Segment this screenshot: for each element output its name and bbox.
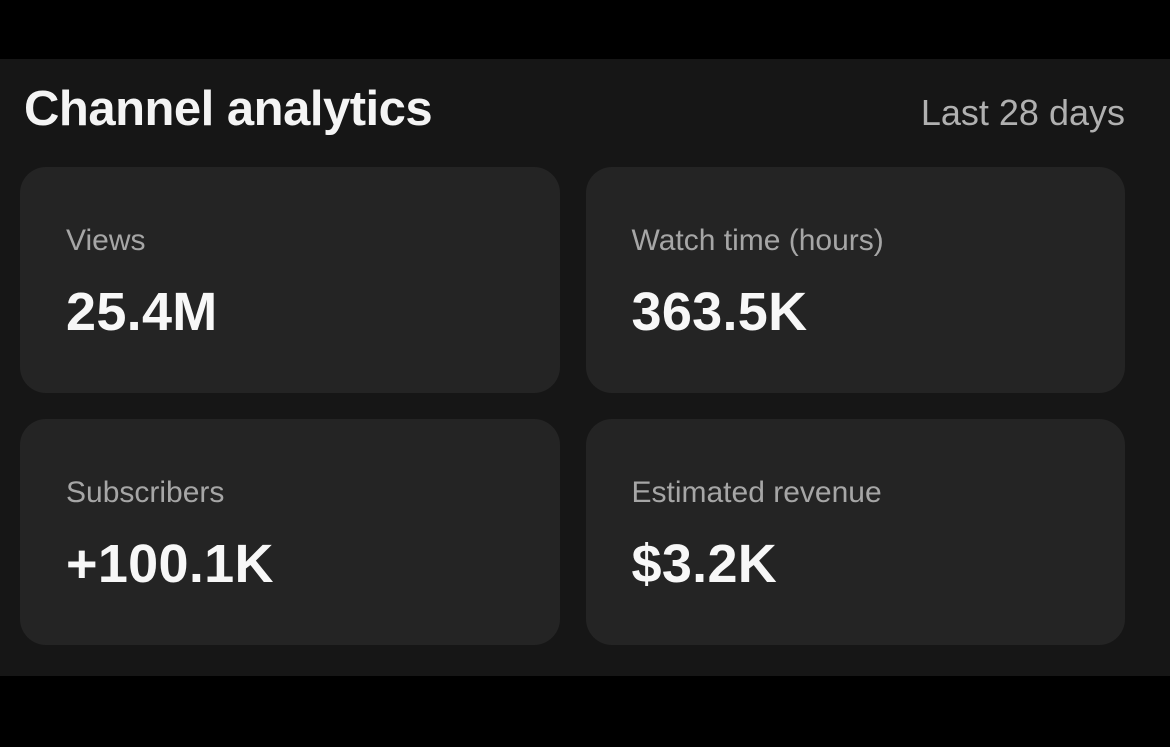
estimated-revenue-metric-card[interactable]: Estimated revenue $3.2K: [585, 418, 1125, 645]
views-metric-card[interactable]: Views 25.4M: [20, 166, 560, 393]
top-letterbox-bar: [0, 0, 1170, 59]
metric-value: +100.1K: [66, 533, 274, 594]
analytics-header-row: Channel analytics Last 28 days: [20, 83, 1125, 136]
metric-label: Views: [66, 223, 146, 257]
metric-value: 25.4M: [66, 281, 218, 342]
subscribers-metric-card[interactable]: Subscribers +100.1K: [20, 418, 560, 645]
bottom-letterbox-bar: [0, 676, 1170, 747]
metric-label: Subscribers: [66, 475, 225, 509]
channel-analytics-panel: Channel analytics Last 28 days Views 25.…: [0, 59, 1170, 676]
page-title: Channel analytics: [24, 82, 433, 136]
metrics-grid: Views 25.4M Watch time (hours) 363.5K Su…: [20, 166, 1125, 645]
watch-time-metric-card[interactable]: Watch time (hours) 363.5K: [585, 166, 1125, 393]
metric-value: $3.2K: [631, 533, 778, 594]
metric-label: Estimated revenue: [631, 475, 882, 509]
metric-label: Watch time (hours): [631, 223, 884, 257]
metric-value: 363.5K: [631, 281, 808, 342]
date-range-label: Last 28 days: [920, 92, 1125, 133]
